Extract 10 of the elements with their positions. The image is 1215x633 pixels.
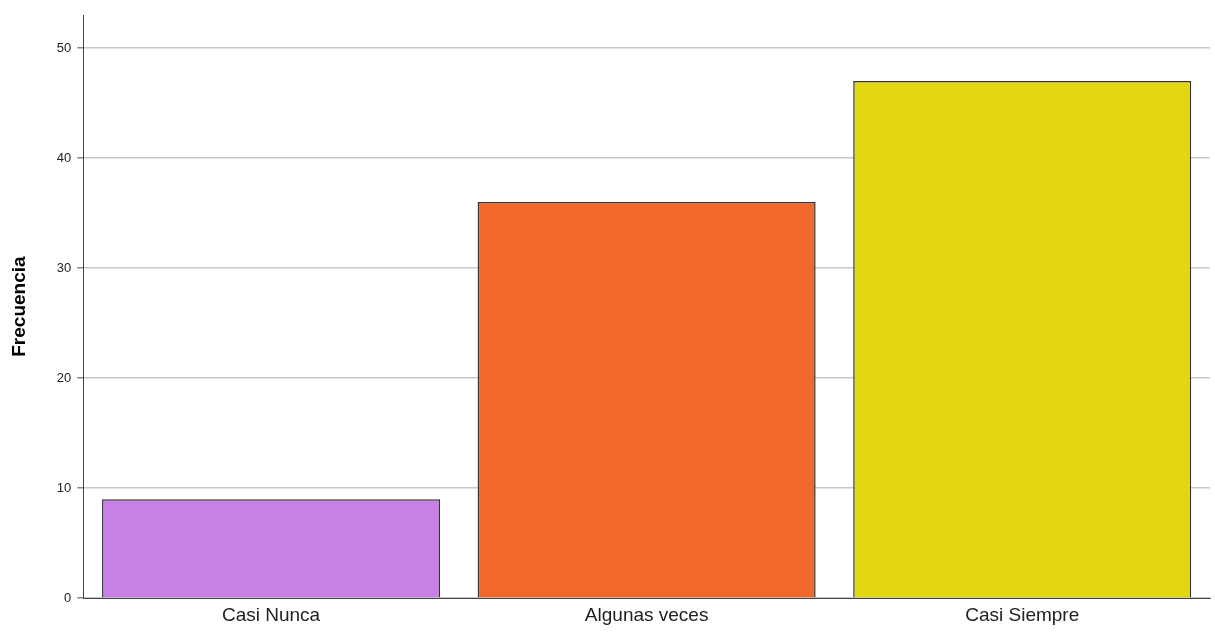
- x-tick-label: Algunas veces: [584, 603, 709, 625]
- y-tick-label: 10: [56, 479, 72, 495]
- y-tick-label: 0: [64, 589, 72, 605]
- y-tick-label: 40: [56, 149, 72, 165]
- x-tick-label: Casi Nunca: [221, 603, 321, 625]
- y-tick-label: 30: [56, 259, 72, 275]
- x-tick-label: Casi Siempre: [965, 603, 1080, 625]
- y-axis-title: Frecuencia: [7, 256, 29, 357]
- y-tick-label: 20: [56, 369, 72, 385]
- y-tick-label: 50: [56, 39, 72, 55]
